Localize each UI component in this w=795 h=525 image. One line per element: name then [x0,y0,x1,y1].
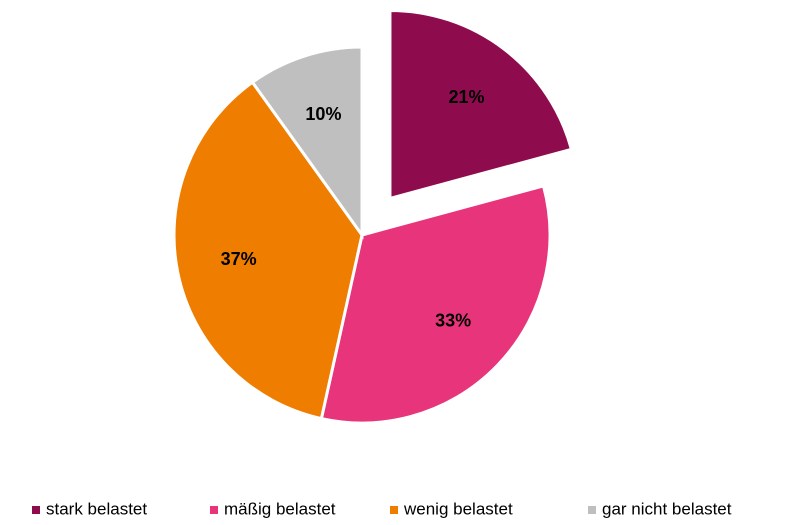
legend-swatch [390,506,398,514]
data-label: 10% [305,104,341,124]
legend-label: mäßig belastet [224,499,336,518]
pie-slice [172,80,364,421]
legend-swatch [210,506,218,514]
legend-label: wenig belastet [403,499,513,518]
legend-label: gar nicht belastet [602,499,732,518]
data-label: 21% [448,87,484,107]
pie-slice [319,184,552,425]
pie-slice [250,45,364,240]
legend-label: stark belastet [46,499,147,518]
data-label: 33% [435,311,471,331]
pie-slice [388,8,574,201]
legend-swatch [32,506,40,514]
data-label: 37% [221,249,257,269]
legend-swatch [588,506,596,514]
